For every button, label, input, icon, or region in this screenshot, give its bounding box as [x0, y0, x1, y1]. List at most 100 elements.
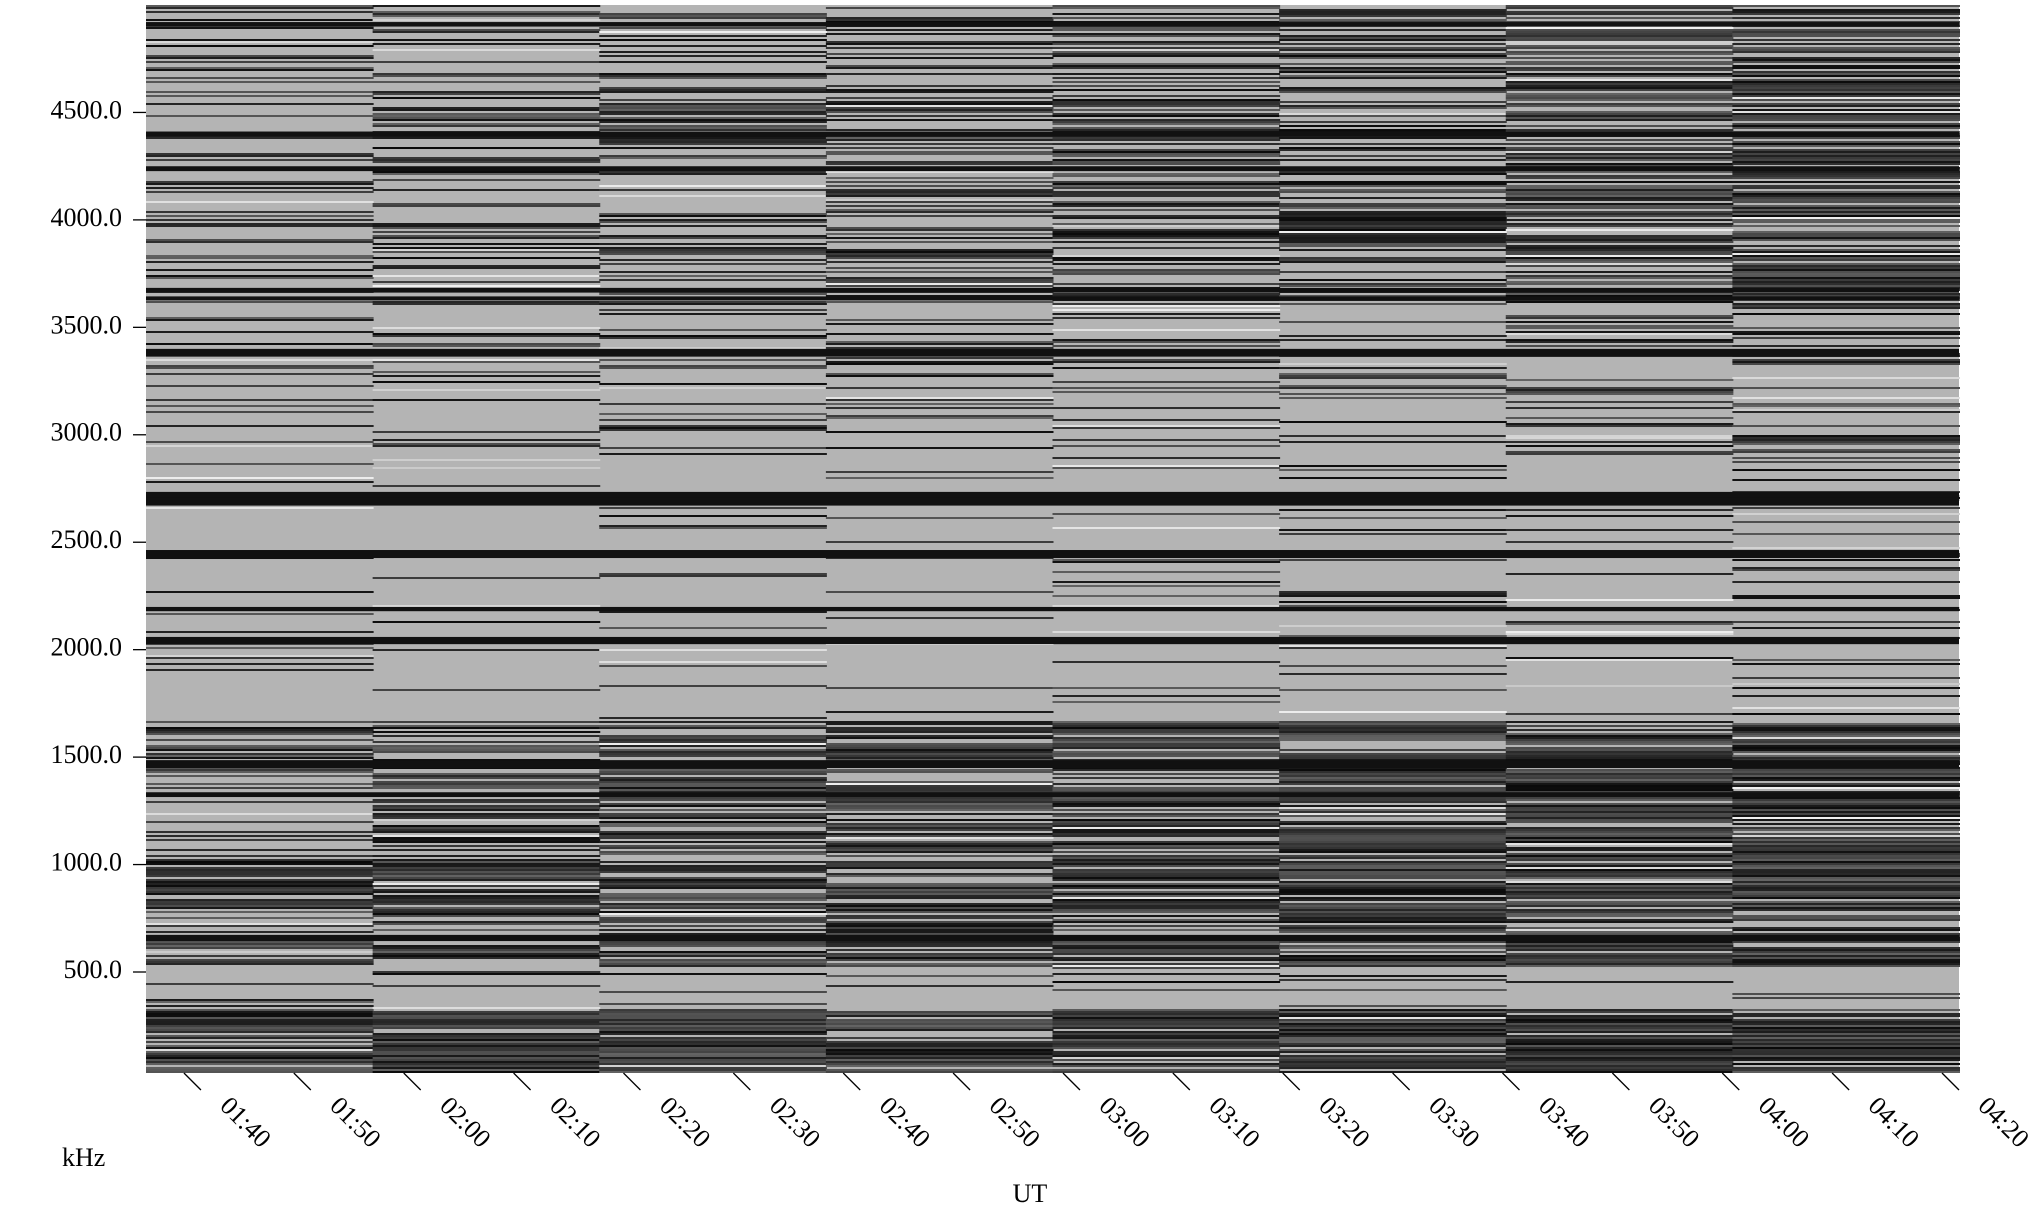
image-row [825, 279, 1054, 281]
image-row [1052, 103, 1281, 105]
image-row [825, 387, 1054, 389]
image-row [1505, 257, 1734, 259]
image-row [1052, 731, 1281, 733]
image-row [1505, 177, 1734, 179]
image-row [825, 873, 1054, 875]
image-row [1052, 871, 1281, 873]
image-row [599, 771, 827, 773]
image-row [1732, 451, 1960, 453]
image-row [372, 147, 601, 149]
image-row [1732, 755, 1960, 757]
image-row [1052, 1043, 1281, 1045]
image-row [825, 801, 1054, 803]
image-row [146, 787, 374, 789]
x-axis-label: UT [1013, 1179, 1048, 1208]
image-row [599, 951, 827, 953]
image-row [1505, 155, 1734, 157]
image-row [1279, 1049, 1507, 1051]
image-row [825, 1015, 1054, 1017]
image-row [372, 459, 601, 461]
image-row [1732, 155, 1960, 157]
image-row [146, 925, 374, 927]
image-row [599, 189, 827, 191]
image-row [146, 907, 374, 909]
image-row [1732, 99, 1960, 101]
image-row [1732, 777, 1960, 779]
image-row [1279, 911, 1507, 913]
image-row [372, 897, 601, 899]
image-row [1279, 955, 1507, 957]
image-row [599, 109, 827, 111]
image-row [1052, 17, 1281, 19]
image-row [1505, 1065, 1734, 1067]
image-row [599, 1023, 827, 1025]
image-row [825, 1061, 1054, 1063]
image-row [372, 831, 601, 833]
image-row [146, 591, 374, 593]
image-row [1732, 891, 1960, 893]
image-row [1052, 159, 1281, 161]
image-row [1732, 145, 1960, 147]
image-row [1732, 281, 1960, 283]
image-row [1052, 513, 1281, 515]
image-row [146, 1005, 374, 1007]
image-row [1732, 211, 1960, 213]
image-row [146, 215, 374, 217]
image-row [1505, 921, 1734, 923]
image-row [146, 1055, 374, 1057]
image-row [1732, 65, 1960, 67]
image-row [825, 101, 1054, 103]
image-row [599, 89, 827, 91]
image-row [1505, 437, 1734, 439]
image-row [372, 759, 601, 761]
image-row [599, 383, 827, 385]
image-row [372, 885, 601, 887]
image-row [1279, 801, 1507, 803]
image-row [599, 15, 827, 17]
image-row [1279, 71, 1507, 73]
image-row [1505, 981, 1734, 983]
image-row [1052, 215, 1281, 217]
image-row [1279, 9, 1507, 11]
image-row [1732, 35, 1960, 37]
image-row [1505, 195, 1734, 197]
y-tick-label: 1500.0 [51, 740, 123, 769]
image-row [1279, 245, 1507, 247]
image-row [372, 345, 601, 347]
image-row [372, 171, 601, 173]
image-row [1279, 845, 1507, 847]
image-row [825, 753, 1054, 755]
image-row [1279, 295, 1507, 297]
image-row [146, 631, 374, 633]
image-row [825, 47, 1054, 49]
image-row [1279, 961, 1507, 963]
image-row [1732, 915, 1960, 917]
image-row [1052, 113, 1281, 115]
image-row [1505, 841, 1734, 843]
x-tick-label: 03:10 [1203, 1091, 1265, 1153]
image-row [372, 911, 601, 913]
image-row [1279, 1061, 1507, 1063]
image-row [825, 887, 1054, 889]
image-row [1052, 29, 1281, 31]
image-row [372, 31, 601, 33]
image-row [599, 111, 827, 113]
image-row [372, 29, 601, 31]
image-row [1732, 737, 1960, 739]
image-row [599, 785, 827, 787]
image-row [825, 333, 1054, 335]
image-row [1732, 47, 1960, 49]
image-row [1732, 79, 1960, 81]
image-row [1505, 959, 1734, 961]
image-row [1279, 673, 1507, 675]
image-row [372, 5, 601, 7]
image-row [1052, 193, 1281, 195]
image-row [1732, 889, 1960, 891]
image-row [1732, 1069, 1960, 1071]
image-row [599, 1011, 827, 1013]
image-band [146, 348, 1959, 357]
image-row [146, 755, 374, 757]
image-row [1052, 1039, 1281, 1041]
image-row [1505, 873, 1734, 875]
image-row [1505, 181, 1734, 183]
